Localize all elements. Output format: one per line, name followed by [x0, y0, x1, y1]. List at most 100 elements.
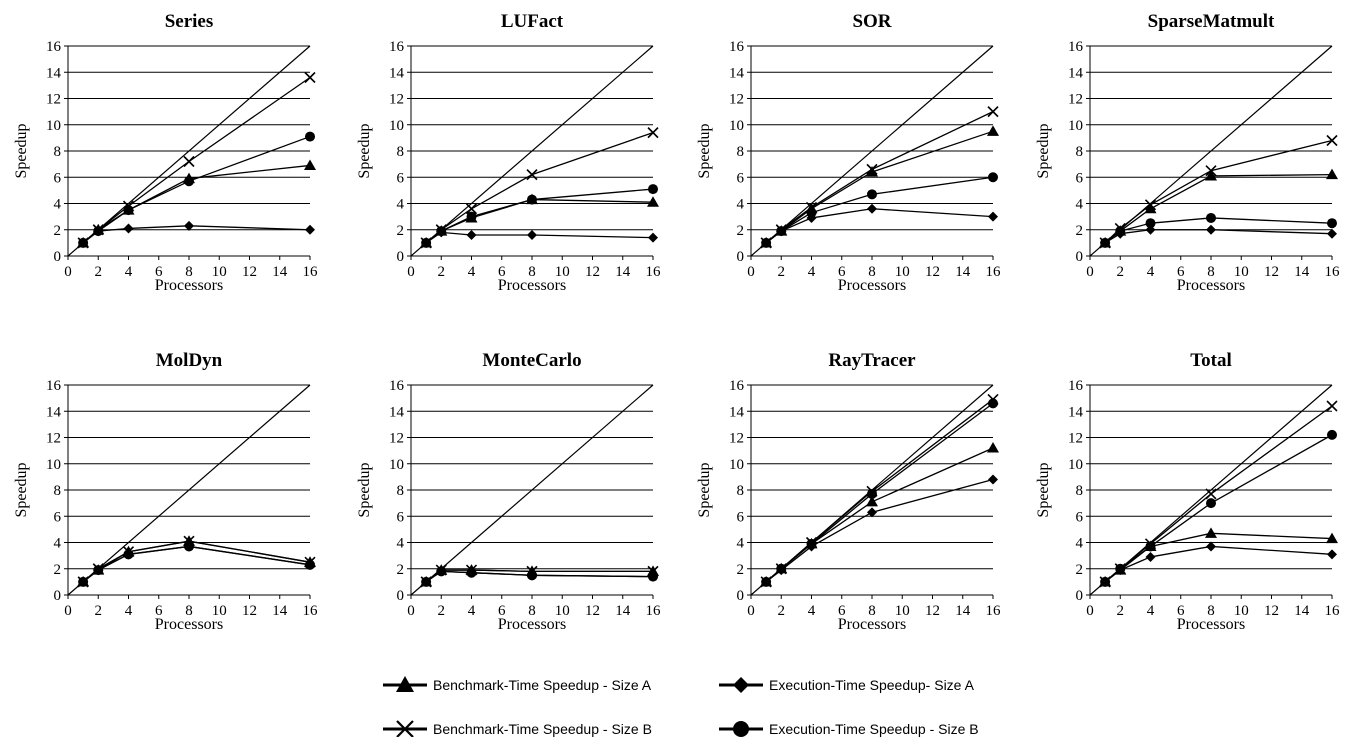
x-tick-label: 16	[986, 603, 1002, 619]
y-tick-label: 16	[46, 378, 62, 394]
x-axis-label: Processors	[498, 277, 566, 294]
series-line	[82, 225, 311, 244]
x-tick-label: 0	[747, 603, 755, 619]
chart-title: Series	[165, 11, 214, 32]
x-tick-label: 0	[1086, 603, 1094, 619]
data-point-x	[1326, 134, 1338, 147]
chart-moldyn: MolDyn 0 2 4 6 8 10 12 14 16 0 2 4 6 8 10 12 14 16 Processo…	[13, 350, 318, 633]
x-tick-label: 6	[1177, 264, 1185, 280]
legend-marker-diamond	[733, 677, 749, 693]
y-tick-label: 10	[729, 118, 744, 134]
x-tick-label: 4	[808, 603, 816, 619]
x-tick-label: 6	[498, 603, 506, 619]
y-tick-label: 8	[54, 144, 62, 160]
data-point-x	[866, 163, 878, 175]
y-tick-label: 8	[1076, 144, 1084, 160]
y-tick-label: 0	[397, 588, 405, 604]
series-benchmark-time-speedup-size-a	[1099, 168, 1338, 248]
data-point-circle	[305, 559, 315, 570]
chart-title: LUFact	[501, 11, 564, 32]
data-point-circle	[1100, 237, 1111, 248]
series-benchmark-time-speedup-size-a	[420, 193, 659, 248]
legend-item-benchmark-time-speedup-size-a: Benchmark-Time Speedup - Size A	[383, 676, 652, 693]
x-tick-label: 6	[838, 264, 846, 280]
x-tick-label: 14	[272, 603, 288, 619]
y-tick-label: 12	[1068, 92, 1083, 108]
x-tick-label: 0	[64, 264, 72, 280]
series-line	[765, 478, 994, 583]
series-benchmark-time-speedup-size-a	[760, 125, 999, 248]
data-point-circle	[1145, 218, 1156, 229]
data-point-diamond	[867, 507, 877, 518]
y-tick-label: 12	[389, 92, 404, 108]
data-point-circle	[1206, 498, 1216, 509]
y-tick-label: 16	[1068, 39, 1084, 55]
chart-title: Total	[1190, 350, 1232, 371]
x-tick-label: 6	[1177, 603, 1185, 619]
series-execution-time-speedup-size-b	[761, 398, 998, 587]
y-tick-label: 8	[737, 144, 745, 160]
data-point-circle	[184, 541, 194, 552]
chart-sor: SOR 0 2 4 6 8 10 12 14 16 0 2 4 6 8 10 12 14 16 Processors S…	[696, 11, 1001, 294]
legend-item-benchmark-time-speedup-size-b: Benchmark-Time Speedup - Size B	[383, 720, 652, 737]
x-tick-label: 2	[95, 264, 103, 280]
data-point-diamond	[184, 220, 194, 231]
series-execution-time-speedup-size-a	[761, 203, 998, 248]
y-tick-label: 0	[1076, 249, 1084, 265]
legend-item-execution-time-speedup-size-a: Execution-Time Speedup- Size A	[719, 677, 975, 693]
y-tick-label: 10	[46, 118, 61, 134]
ideal-speedup-line	[750, 45, 994, 257]
data-point-triangle	[987, 442, 999, 453]
series-line	[1104, 532, 1333, 583]
data-point-triangle	[987, 125, 999, 136]
x-tick-label: 4	[1147, 603, 1155, 619]
x-tick-label: 8	[185, 603, 193, 619]
x-tick-label: 16	[303, 603, 319, 619]
data-point-circle	[527, 194, 537, 205]
x-tick-label: 16	[1325, 603, 1341, 619]
data-point-x	[1144, 199, 1157, 211]
y-tick-label: 4	[1076, 536, 1084, 552]
y-tick-label: 6	[1076, 509, 1084, 525]
series-execution-time-speedup-size-b	[761, 172, 998, 248]
x-tick-label: 12	[925, 264, 940, 280]
data-point-circle	[776, 226, 787, 237]
data-point-circle	[988, 398, 998, 409]
x-tick-label: 8	[528, 264, 536, 280]
x-tick-label: 8	[185, 264, 193, 280]
x-tick-label: 6	[155, 603, 163, 619]
y-tick-label: 8	[737, 483, 745, 499]
series-execution-time-speedup-size-a	[78, 541, 315, 587]
x-tick-label: 2	[95, 603, 103, 619]
data-point-x	[304, 71, 316, 84]
y-tick-label: 6	[1076, 170, 1084, 186]
x-tick-label: 2	[438, 264, 446, 280]
chart-total: Total 0 2 4 6 8 10 12 14 16 0 2 4 6 8 10 12 14 16 Processor…	[1035, 350, 1340, 633]
y-tick-label: 16	[46, 39, 62, 55]
x-tick-label: 14	[615, 264, 631, 280]
data-point-triangle	[1205, 527, 1217, 538]
series-execution-time-speedup-size-b	[421, 184, 658, 248]
series-line	[425, 231, 654, 244]
x-tick-label: 6	[498, 264, 506, 280]
series-execution-time-speedup-size-b	[78, 131, 315, 248]
y-tick-label: 10	[729, 457, 744, 473]
ideal-speedup-line	[67, 384, 311, 596]
chart-title: SparseMatmult	[1148, 11, 1275, 32]
x-tick-label: 4	[125, 603, 133, 619]
x-tick-label: 0	[407, 603, 415, 619]
y-tick-label: 2	[397, 223, 405, 239]
x-tick-label: 2	[438, 603, 446, 619]
y-axis-label: Speedup	[696, 123, 713, 178]
series-line	[1104, 229, 1333, 244]
y-tick-label: 4	[1076, 197, 1084, 213]
data-point-circle	[1327, 218, 1337, 229]
x-tick-label: 10	[895, 264, 910, 280]
y-tick-label: 6	[54, 509, 62, 525]
y-tick-label: 2	[1076, 223, 1084, 239]
y-tick-label: 12	[729, 92, 744, 108]
data-point-circle	[761, 576, 772, 587]
data-point-circle	[988, 172, 998, 183]
y-tick-label: 12	[389, 431, 404, 447]
y-tick-label: 2	[1076, 562, 1084, 578]
